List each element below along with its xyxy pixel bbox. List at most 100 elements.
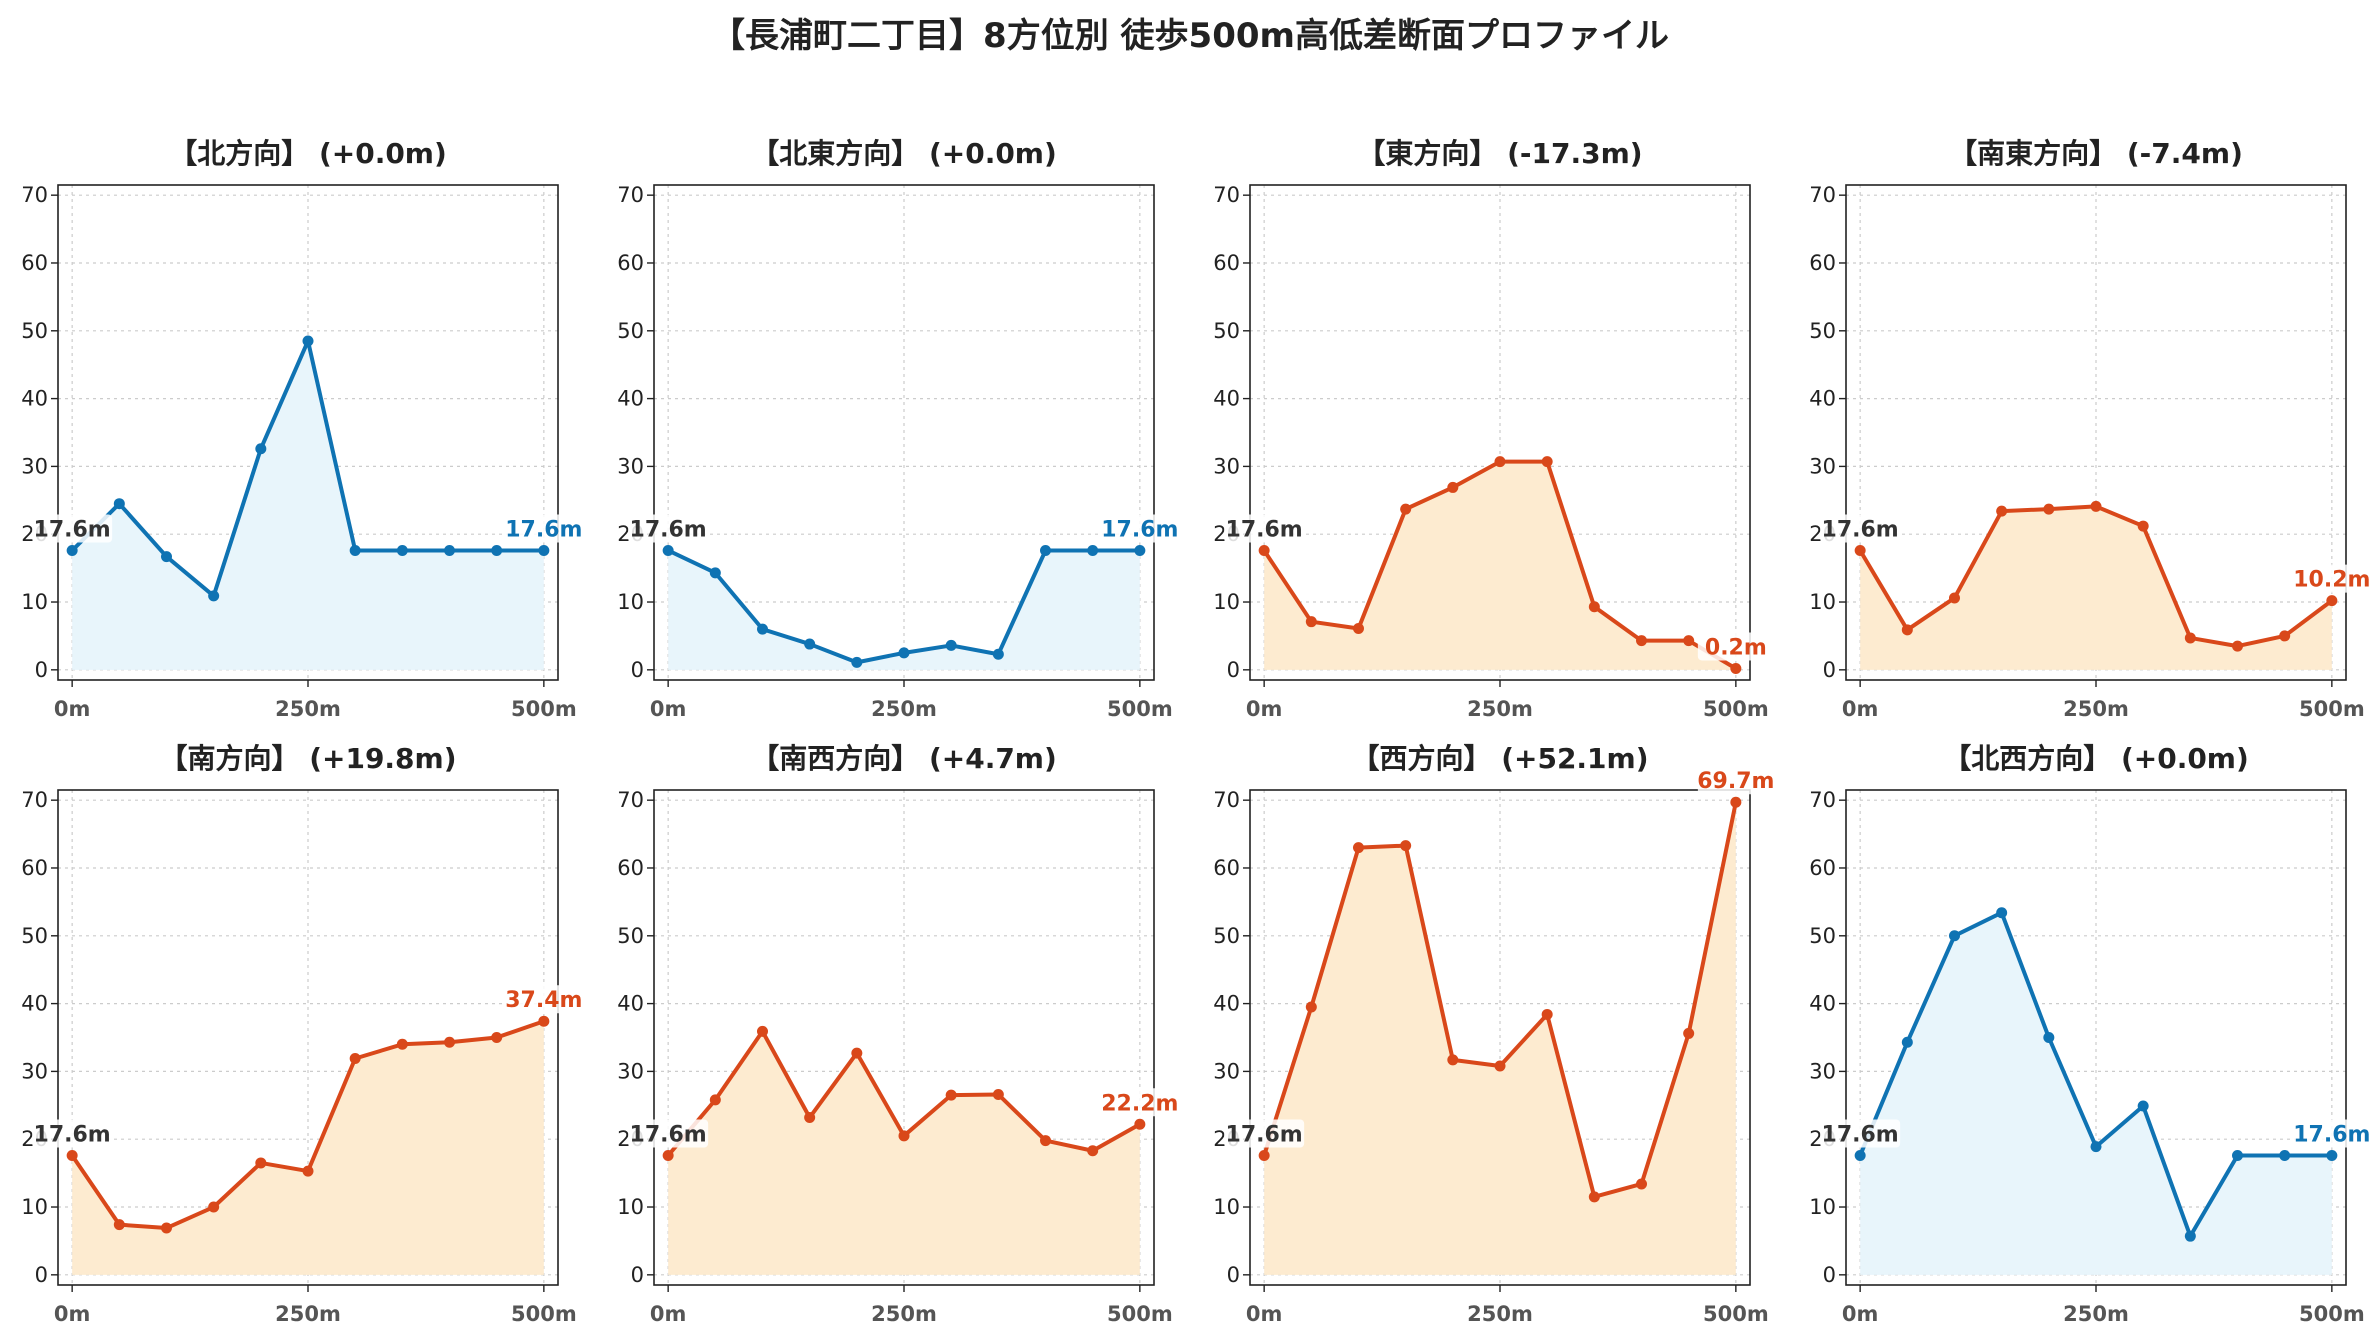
y-tick-label: 50 — [1809, 319, 1836, 343]
y-tick-label: 50 — [1213, 924, 1240, 948]
main-title: 【長浦町二丁目】8方位別 徒歩500m高低差断面プロファイル — [711, 16, 1669, 56]
end-label: 17.6m — [2293, 1122, 2370, 1147]
y-tick-label: 50 — [21, 319, 48, 343]
data-point — [349, 1053, 361, 1065]
data-point — [1352, 842, 1364, 854]
data-point — [1305, 616, 1317, 628]
y-tick-label: 50 — [1213, 319, 1240, 343]
data-point — [113, 498, 125, 510]
end-label-box — [1101, 1088, 1178, 1117]
x-tick-label: 500m — [1703, 697, 1769, 721]
end-label: 17.6m — [505, 517, 582, 542]
chart-panel-4: 【南東方向】 (-7.4m)0102030405060700m250m500m1… — [1809, 137, 2370, 721]
area-fill — [72, 340, 544, 670]
data-point — [1087, 544, 1099, 556]
y-tick-label: 40 — [1213, 992, 1240, 1016]
y-tick-label: 10 — [1809, 1195, 1836, 1219]
data-point — [2326, 595, 2338, 607]
data-point — [255, 443, 267, 455]
y-tick-label: 30 — [1809, 1059, 1836, 1083]
y-tick-label: 30 — [21, 454, 48, 478]
y-tick-label: 40 — [1213, 387, 1240, 411]
data-point — [2090, 1141, 2102, 1153]
data-point — [1040, 544, 1052, 556]
chart-panel-6: 【南西方向】 (+4.7m)0102030405060700m250m500m1… — [617, 742, 1178, 1326]
x-tick-label: 0m — [650, 697, 687, 721]
chart-panel-2: 【北東方向】 (+0.0m)0102030405060700m250m500m1… — [617, 137, 1178, 721]
y-tick-label: 40 — [1809, 387, 1836, 411]
x-tick-label: 0m — [650, 1302, 687, 1326]
y-tick-label: 30 — [21, 1059, 48, 1083]
start-label: 17.6m — [34, 1122, 111, 1147]
x-tick-label: 500m — [1703, 1302, 1769, 1326]
end-label: 22.2m — [1101, 1091, 1178, 1116]
data-point — [538, 544, 550, 556]
panel-title: 【南西方向】 (+4.7m) — [751, 742, 1057, 775]
data-point — [1588, 1191, 1600, 1203]
y-tick-label: 60 — [21, 251, 48, 275]
y-tick-label: 0 — [1227, 1263, 1240, 1287]
start-label-box — [628, 514, 709, 543]
y-tick-label: 60 — [1809, 251, 1836, 275]
y-tick-label: 0 — [631, 1263, 644, 1287]
y-tick-label: 0 — [1823, 1263, 1836, 1287]
end-label: 10.2m — [2293, 568, 2370, 593]
data-point — [1683, 1027, 1695, 1039]
panel-title: 【北方向】 (+0.0m) — [169, 137, 447, 170]
data-point — [709, 1094, 721, 1106]
y-tick-label: 0 — [35, 658, 48, 682]
data-point — [2043, 503, 2055, 515]
x-tick-label: 250m — [871, 1302, 937, 1326]
x-tick-label: 500m — [2299, 697, 2365, 721]
data-point — [2232, 640, 2244, 652]
start-label-box — [32, 1119, 113, 1148]
panel-title: 【南方向】 (+19.8m) — [159, 742, 456, 775]
y-tick-label: 10 — [1809, 590, 1836, 614]
data-point — [1901, 1036, 1913, 1048]
x-tick-label: 0m — [1246, 1302, 1283, 1326]
data-point — [1494, 1060, 1506, 1072]
end-label: 69.7m — [1697, 769, 1774, 794]
data-point — [992, 1088, 1004, 1100]
data-point — [1636, 1178, 1648, 1190]
end-label-box — [1697, 766, 1774, 795]
data-point — [255, 1157, 267, 1169]
data-point — [444, 1036, 456, 1048]
y-tick-label: 70 — [1809, 183, 1836, 207]
data-point — [1040, 1135, 1052, 1147]
end-label: 0.2m — [1705, 635, 1767, 660]
y-tick-label: 30 — [1213, 1059, 1240, 1083]
data-point — [1996, 907, 2008, 919]
data-point — [1400, 503, 1412, 515]
end-label-box — [1697, 632, 1774, 661]
data-point — [2279, 630, 2291, 642]
data-point — [945, 1089, 957, 1101]
data-point — [2279, 1149, 2291, 1161]
y-tick-label: 0 — [631, 658, 644, 682]
area-fill — [668, 550, 1140, 670]
y-tick-label: 40 — [1809, 992, 1836, 1016]
area-fill — [1264, 461, 1736, 670]
x-tick-label: 0m — [1842, 1302, 1879, 1326]
panel-title: 【東方向】 (-17.3m) — [1357, 137, 1642, 170]
data-point — [2184, 1230, 2196, 1242]
panel-title: 【西方向】 (+52.1m) — [1351, 742, 1648, 775]
data-point — [2184, 632, 2196, 644]
data-point — [945, 639, 957, 651]
y-tick-label: 70 — [21, 788, 48, 812]
data-point — [1494, 456, 1506, 468]
x-tick-label: 500m — [2299, 1302, 2365, 1326]
data-point — [662, 544, 674, 556]
data-point — [898, 1130, 910, 1142]
data-point — [1636, 635, 1648, 647]
data-point — [1447, 481, 1459, 493]
data-point — [208, 590, 220, 602]
y-tick-label: 50 — [617, 319, 644, 343]
data-point — [538, 1015, 550, 1027]
data-point — [992, 648, 1004, 660]
y-tick-label: 30 — [617, 1059, 644, 1083]
data-point — [1588, 601, 1600, 613]
start-label: 17.6m — [1226, 517, 1303, 542]
data-point — [2043, 1032, 2055, 1043]
